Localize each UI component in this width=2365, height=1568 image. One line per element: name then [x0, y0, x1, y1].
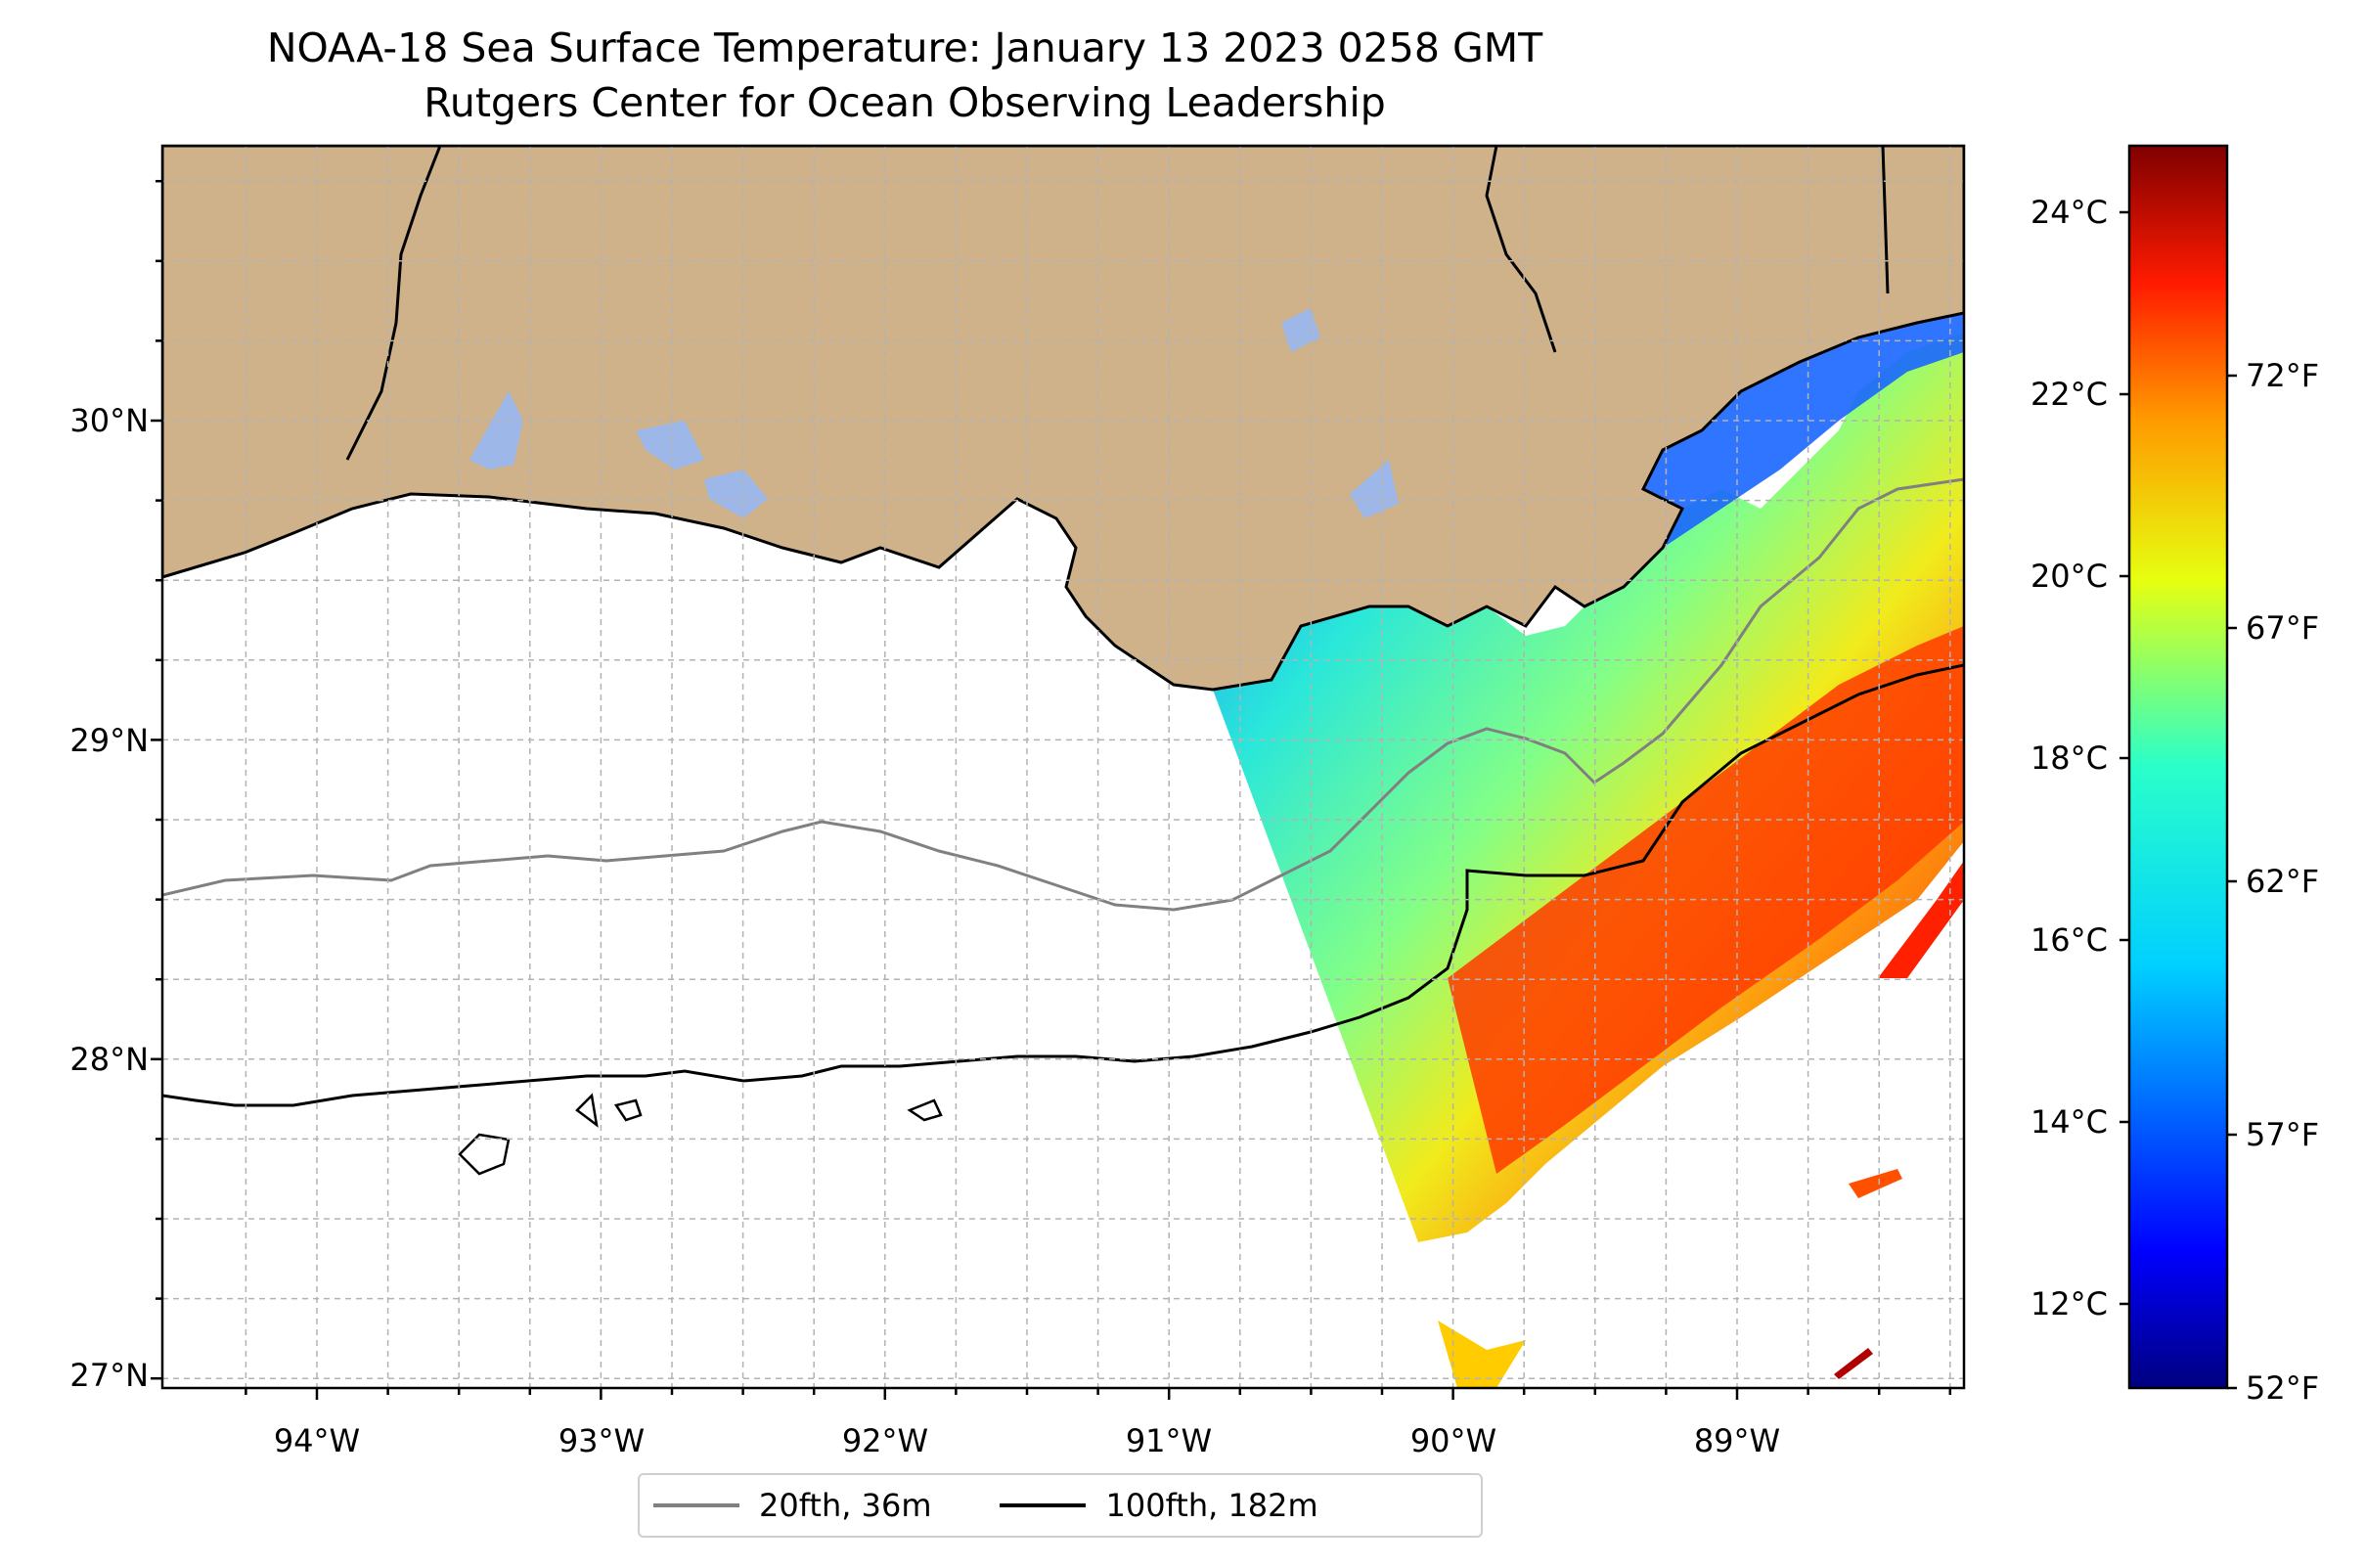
lon-tick-label: 94°W	[274, 1422, 360, 1459]
chart-subtitle: Rutgers Center for Ocean Observing Leade…	[424, 79, 1386, 126]
colorbar-celsius-label: 12°C	[2030, 1285, 2108, 1322]
legend-item-20fth: 20fth, 36m	[640, 1487, 931, 1524]
lon-tick-label: 89°W	[1694, 1422, 1780, 1459]
map-area	[162, 146, 1964, 1388]
axis-ticks	[151, 179, 1952, 1400]
colorbar-celsius-label: 16°C	[2030, 921, 2108, 959]
gridlines	[162, 146, 1964, 1388]
legend-label: 20fth, 36m	[759, 1487, 932, 1524]
lon-tick-label: 90°W	[1410, 1422, 1496, 1459]
river	[1485, 146, 1557, 353]
colorbar-celsius-label: 18°C	[2030, 739, 2108, 777]
colorbar-celsius-label: 20°C	[2030, 558, 2108, 595]
lat-tick-label: 30°N	[69, 402, 149, 439]
colorbar-celsius-label: 14°C	[2030, 1103, 2108, 1141]
colorbar-fahrenheit-label: 72°F	[2246, 357, 2319, 394]
colorbar-celsius-label: 22°C	[2030, 376, 2108, 413]
colorbar-celsius-label: 24°C	[2030, 194, 2108, 231]
legend-item-100fth: 100fth, 182m	[986, 1487, 1318, 1524]
legend: 20fth, 36m 100fth, 182m	[638, 1473, 1483, 1538]
colorbar-fahrenheit-label: 62°F	[2246, 863, 2319, 900]
colorbar-ticks	[2120, 210, 2237, 1390]
lat-tick-label: 28°N	[69, 1041, 149, 1078]
land-mass	[162, 146, 1964, 692]
lat-tick-label: 27°N	[69, 1357, 149, 1394]
colorbar	[2127, 144, 2229, 1390]
lon-tick-label: 93°W	[558, 1422, 645, 1459]
chart-title: NOAA-18 Sea Surface Temperature: January…	[266, 24, 1543, 71]
legend-swatch	[1000, 1503, 1087, 1507]
colorbar-fahrenheit-label: 57°F	[2246, 1116, 2319, 1153]
lon-tick-label: 92°W	[842, 1422, 928, 1459]
river	[345, 146, 442, 461]
lat-tick-label: 29°N	[69, 722, 149, 759]
sst-swath	[1213, 333, 1964, 1242]
lake	[1350, 460, 1399, 518]
lake	[704, 470, 768, 518]
isobath-100fth	[162, 663, 1964, 1107]
legend-swatch	[653, 1503, 739, 1507]
lon-tick-label: 91°W	[1126, 1422, 1212, 1459]
lake	[469, 391, 523, 470]
lake	[636, 421, 704, 470]
colorbar-fahrenheit-label: 52°F	[2246, 1369, 2319, 1407]
map-frame	[160, 144, 1966, 1390]
legend-label: 100fth, 182m	[1105, 1487, 1318, 1524]
river	[1881, 146, 1890, 294]
colorbar-fahrenheit-label: 67°F	[2246, 609, 2319, 647]
isobath-20fth	[162, 477, 1964, 912]
